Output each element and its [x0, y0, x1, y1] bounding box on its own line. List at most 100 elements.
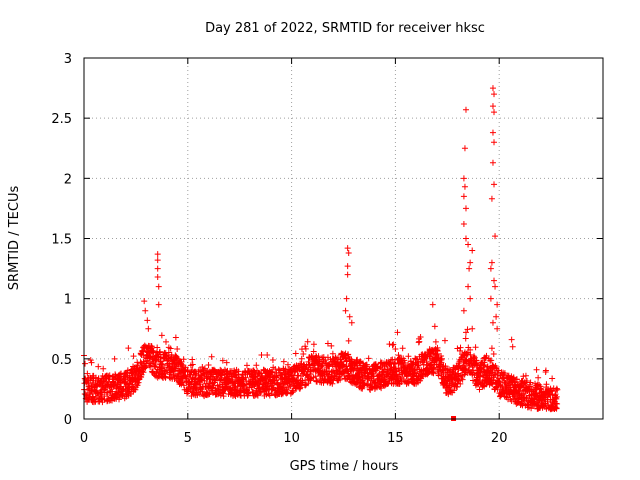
data-point	[513, 376, 520, 383]
data-point	[337, 376, 344, 383]
data-point	[416, 338, 423, 345]
data-point	[491, 374, 498, 381]
data-point	[415, 362, 422, 369]
data-point	[488, 357, 495, 364]
data-point	[380, 368, 387, 375]
y-tick-label: 0	[64, 413, 72, 428]
data-point	[390, 341, 397, 348]
data-point	[258, 370, 265, 377]
data-point	[134, 362, 141, 369]
data-point	[434, 348, 441, 355]
data-point	[154, 344, 161, 351]
data-point	[474, 362, 481, 369]
data-point	[294, 376, 301, 383]
data-point	[154, 274, 161, 281]
data-point	[554, 400, 561, 407]
data-point	[543, 381, 550, 388]
data-point	[258, 352, 265, 359]
data-point	[461, 183, 468, 190]
x-tick-label: 0	[80, 431, 88, 446]
data-point	[469, 247, 476, 254]
data-point	[469, 325, 476, 332]
gridlines	[84, 58, 603, 419]
data-point	[201, 365, 208, 372]
data-point	[245, 390, 252, 397]
data-point	[509, 343, 516, 350]
data-point	[491, 91, 498, 98]
data-point	[313, 377, 320, 384]
data-point	[398, 374, 405, 381]
x-tick-label: 15	[387, 431, 404, 446]
data-point	[488, 259, 495, 266]
data-point	[302, 345, 309, 352]
data-point	[194, 391, 201, 398]
data-point	[318, 363, 325, 370]
data-point	[356, 359, 363, 366]
y-tick-label: 2	[64, 172, 72, 187]
data-point	[438, 355, 445, 362]
data-point	[345, 351, 352, 358]
data-point	[394, 329, 401, 336]
data-point	[219, 357, 226, 364]
data-point	[554, 386, 561, 393]
data-point	[459, 376, 466, 383]
data-point	[417, 333, 424, 340]
data-point	[535, 374, 542, 381]
data-point	[298, 355, 305, 362]
data-point	[542, 367, 549, 374]
data-point	[300, 350, 307, 357]
data-point	[488, 195, 495, 202]
data-point	[402, 359, 409, 366]
data-point	[462, 106, 469, 113]
data-point	[465, 283, 472, 290]
data-point	[522, 372, 529, 379]
data-point	[401, 357, 408, 364]
data-point	[180, 382, 187, 389]
data-point	[265, 386, 272, 393]
y-tick-label: 0.5	[51, 353, 72, 368]
data-point	[172, 334, 179, 341]
data-point	[304, 338, 311, 345]
data-point	[206, 391, 213, 398]
data-point	[111, 382, 118, 389]
data-point	[264, 351, 271, 358]
data-point	[302, 365, 309, 372]
data-point	[119, 390, 126, 397]
y-axis-ticks: 0 0.5 1 1.5 2 2.5 3	[51, 52, 603, 428]
data-point	[467, 259, 474, 266]
data-point	[329, 380, 336, 387]
data-point	[154, 251, 161, 258]
data-point	[464, 326, 471, 333]
data-point	[492, 233, 499, 240]
data-point	[142, 307, 149, 314]
data-point	[253, 362, 260, 369]
data-point	[289, 389, 296, 396]
data-point	[492, 283, 499, 290]
data-point	[533, 366, 540, 373]
data-point	[461, 145, 468, 152]
data-point	[199, 363, 206, 370]
data-point	[339, 361, 346, 368]
data-point	[454, 383, 461, 390]
data-point	[378, 385, 385, 392]
data-point	[342, 307, 349, 314]
data-point	[346, 313, 353, 320]
data-point	[553, 393, 560, 400]
data-point	[491, 109, 498, 116]
data-point	[537, 383, 544, 390]
x-tick-label: 10	[283, 431, 300, 446]
data-point	[157, 348, 164, 355]
data-point	[158, 360, 165, 367]
data-point	[494, 301, 501, 308]
data-point	[229, 376, 236, 383]
data-point	[480, 382, 487, 389]
data-point	[111, 355, 118, 362]
data-point	[329, 350, 336, 357]
data-point	[319, 362, 326, 369]
y-tick-label: 1	[64, 293, 72, 308]
data-point	[348, 319, 355, 326]
y-tick-label: 2.5	[51, 112, 72, 127]
data-point	[179, 361, 186, 368]
data-point	[155, 283, 162, 290]
data-point	[82, 360, 89, 367]
